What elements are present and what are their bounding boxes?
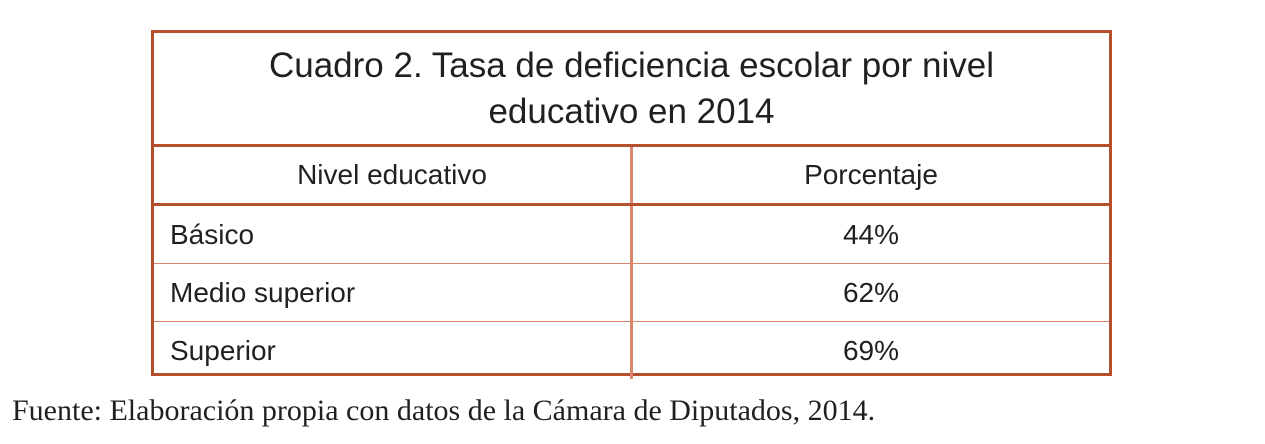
data-table: Cuadro 2. Tasa de deficiencia escolar po…: [151, 30, 1112, 379]
column-header-porcentaje: Porcentaje: [804, 159, 938, 190]
nivel-cell: Básico: [170, 218, 255, 250]
table-row: Medio superior 62%: [154, 264, 1109, 322]
table-title-cell: Cuadro 2. Tasa de deficiencia escolar po…: [154, 33, 1109, 147]
source-note: Fuente: Elaboración propia con datos de …: [12, 394, 876, 427]
table-row: Básico 44%: [154, 206, 1109, 264]
nivel-cell: Superior: [170, 334, 276, 366]
porcentaje-cell: 62%: [842, 276, 900, 308]
table-header-row: Nivel educativo Porcentaje: [154, 147, 1109, 206]
porcentaje-cell: 44%: [842, 218, 900, 250]
table-title: Cuadro 2. Tasa de deficiencia escolar po…: [268, 45, 995, 131]
column-header-nivel: Nivel educativo: [297, 159, 487, 190]
nivel-cell: Medio superior: [170, 276, 356, 308]
table-row: Superior 69%: [154, 322, 1109, 379]
porcentaje-cell: 69%: [842, 334, 900, 366]
table-grid: Nivel educativo Porcentaje Básico 44% Me…: [154, 147, 1109, 379]
